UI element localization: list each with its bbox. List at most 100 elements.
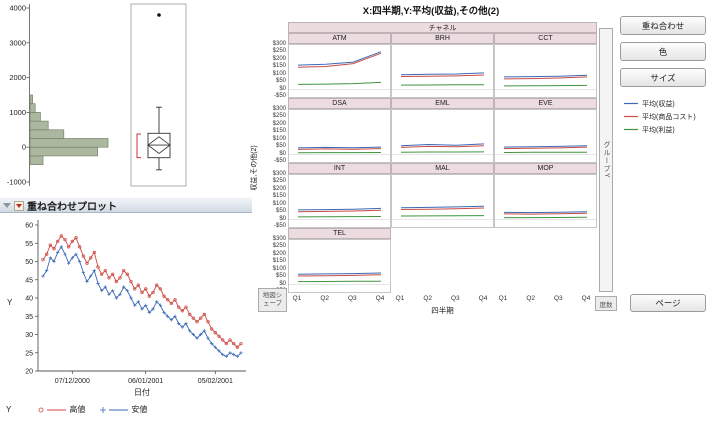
group-variable-header: チャネル xyxy=(288,22,597,33)
distribution-panel: 4000 3000 2000 1000 0 -1000 xyxy=(0,0,195,195)
panel-header-tel: TEL xyxy=(288,228,391,239)
svg-text:05/02/2001: 05/02/2001 xyxy=(198,378,233,385)
y-axis-tick-label: -$50 xyxy=(273,158,286,164)
map-shape-dropzone[interactable]: 地図シェープ xyxy=(258,288,287,312)
svg-text:06/01/2001: 06/01/2001 xyxy=(128,378,163,385)
svg-text:1000: 1000 xyxy=(9,108,26,117)
y-axis-tick-label: $200 xyxy=(272,185,286,192)
legend-item: 平均(収益) xyxy=(624,100,675,108)
trellis-plot-cct[interactable] xyxy=(494,44,597,98)
y-axis-tick-label: -$50 xyxy=(273,93,286,99)
overlay-plot-title: 重ね合わせプロット xyxy=(27,202,117,213)
group-y-dropzone[interactable]: グループY xyxy=(599,28,613,292)
svg-text:55: 55 xyxy=(25,241,33,248)
overlay-x-axis-label: 日付 xyxy=(134,388,150,397)
legend-item: 平均(商品コスト) xyxy=(624,113,696,121)
y-axis-tick-label: $250 xyxy=(272,243,286,250)
x-axis-tick-label: Q4 xyxy=(478,295,488,302)
y-axis-tick-label: $300 xyxy=(272,171,286,177)
svg-text:2000: 2000 xyxy=(9,73,26,82)
trellis-plot-eve[interactable] xyxy=(494,109,597,163)
x-axis-tick-label: Q3 xyxy=(450,295,460,302)
svg-text:40: 40 xyxy=(25,296,33,303)
overlay-plot-titlebar[interactable]: 重ね合わせプロット xyxy=(0,198,252,213)
svg-text:-1000: -1000 xyxy=(7,178,26,187)
y-axis-tick-label: $100 xyxy=(272,70,286,77)
gb-legend: 平均(収益) 平均(商品コスト) 平均(利益) xyxy=(623,97,709,136)
y-axis-tick-label: $50 xyxy=(275,143,286,150)
x-axis-tick-label: Q3 xyxy=(347,295,357,302)
trellis-plot-mal[interactable] xyxy=(391,174,494,228)
svg-text:45: 45 xyxy=(25,277,33,284)
gb-x-axis-label: 四半期 xyxy=(431,306,454,315)
svg-text:3000: 3000 xyxy=(9,38,26,47)
y-axis-tick-label: $50 xyxy=(275,208,286,215)
x-axis-tick-label: Q4 xyxy=(375,295,385,302)
graph-builder-title: X:四半期,Y:平均(収益),その他(2) xyxy=(362,6,500,17)
group-y-dropzone-label: グループY xyxy=(603,141,610,179)
panel-header-int: INT xyxy=(288,163,391,174)
legend-item-高値: 高値 xyxy=(37,404,85,415)
overlay-plot-panel: 重ね合わせプロット 60 55 50 45 40 35 30 25 20 07/12/2000 06… xyxy=(0,198,252,427)
y-axis-tick-label: $0 xyxy=(279,280,286,287)
svg-text:20: 20 xyxy=(25,369,33,376)
panel-header-atm: ATM xyxy=(288,33,391,44)
x-axis-tick-label: Q2 xyxy=(320,295,330,302)
panel-header-dsa: DSA xyxy=(288,98,391,109)
panel-header-mop: MOP xyxy=(494,163,597,174)
y-axis-tick-label: $0 xyxy=(279,215,286,222)
legend-item: 平均(利益) xyxy=(624,126,675,134)
panel-header-brh: BRH xyxy=(391,33,494,44)
y-axis-tick-label: $300 xyxy=(272,236,286,242)
trellis-plot-eml[interactable] xyxy=(391,109,494,163)
overlay-line-chart[interactable]: 60 55 50 45 40 35 30 25 20 07/12/2000 06/01/2001 05… xyxy=(0,213,252,405)
overlay-y-axis-label: Y xyxy=(7,298,13,307)
y-axis-tick-label: $250 xyxy=(272,113,286,120)
panel-header-mal: MAL xyxy=(391,163,494,174)
x-axis-tick-label: Q2 xyxy=(526,295,536,302)
y-axis-tick-label: $200 xyxy=(272,250,286,257)
panel-header-eve: EVE xyxy=(494,98,597,109)
x-axis-tick-label: Q1 xyxy=(498,295,508,302)
overlay-button[interactable]: 重ね合わせ xyxy=(620,16,706,35)
trellis-plot-int[interactable] xyxy=(288,174,391,228)
svg-text:35: 35 xyxy=(25,314,33,321)
y-axis-tick-label: $150 xyxy=(272,63,286,70)
color-button[interactable]: 色 xyxy=(620,42,706,61)
graph-builder-panel: X:四半期,Y:平均(収益),その他(2) 収益,その他(2) チャネル ATM B… xyxy=(246,0,710,340)
y-axis-tick-label: $150 xyxy=(272,128,286,135)
trellis-grid: チャネル ATM BRH CCT DSA EML EVE INT MAL MOP TEL $300 $2… xyxy=(246,0,710,340)
svg-text:07/12/2000: 07/12/2000 xyxy=(55,378,90,385)
x-axis-tick-label: Q1 xyxy=(292,295,302,302)
x-axis-tick-label: Q1 xyxy=(395,295,405,302)
trellis-plot-dsa[interactable] xyxy=(288,109,391,163)
size-button[interactable]: サイズ xyxy=(620,68,706,87)
y-axis-tick-label: $200 xyxy=(272,55,286,62)
y-axis-tick-label: $0 xyxy=(279,150,286,157)
trellis-plot-tel[interactable] xyxy=(288,239,391,293)
svg-text:30: 30 xyxy=(25,332,33,339)
red-triangle-menu-icon[interactable] xyxy=(14,200,24,211)
y-axis-tick-label: $100 xyxy=(272,135,286,142)
overlay-legend: Y 高値 安値 xyxy=(6,404,250,415)
panel-header-eml: EML xyxy=(391,98,494,109)
x-axis-tick-label: Q4 xyxy=(581,295,591,302)
y-axis-tick-label: $50 xyxy=(275,273,286,280)
trellis-plot-atm[interactable] xyxy=(288,44,391,98)
histogram-boxplot-chart[interactable]: 4000 3000 2000 1000 0 -1000 xyxy=(0,0,195,195)
y-axis-tick-label: $150 xyxy=(272,258,286,265)
x-axis-tick-label: Q2 xyxy=(423,295,433,302)
legend-item-安値: 安値 xyxy=(99,404,147,415)
page-button[interactable]: ページ xyxy=(630,294,706,312)
trellis-plot-mop[interactable] xyxy=(494,174,597,228)
svg-text:50: 50 xyxy=(25,259,33,266)
y-axis-tick-label: $50 xyxy=(275,78,286,85)
y-axis-tick-label: $300 xyxy=(272,41,286,47)
freq-dropzone[interactable]: 度数 xyxy=(595,296,617,311)
y-axis-tick-label: $100 xyxy=(272,200,286,207)
disclosure-triangle-icon[interactable] xyxy=(3,203,11,208)
panel-header-cct: CCT xyxy=(494,33,597,44)
svg-text:60: 60 xyxy=(25,223,33,230)
trellis-plot-brh[interactable] xyxy=(391,44,494,98)
y-axis-tick-label: $0 xyxy=(279,85,286,92)
